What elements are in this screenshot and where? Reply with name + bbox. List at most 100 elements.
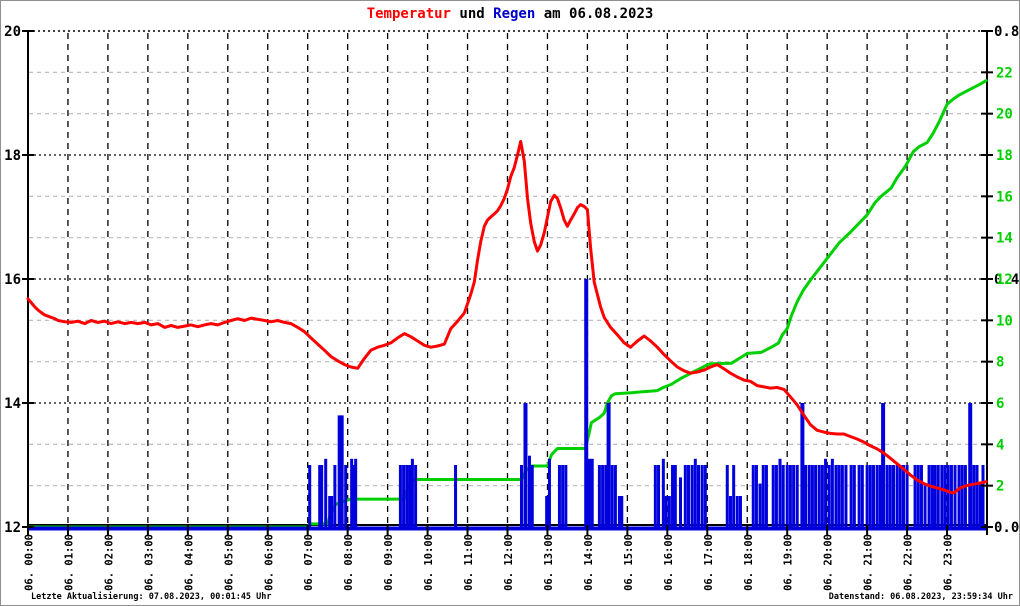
rain-bar	[547, 458, 551, 527]
rain-bar	[667, 496, 671, 527]
rain-bar	[771, 465, 775, 527]
rain-bar	[664, 496, 668, 527]
rain-bar	[865, 465, 869, 527]
x-axis-label: 06. 16:00	[663, 534, 675, 591]
x-axis-label: 06. 01:00	[63, 534, 75, 591]
rain-bar	[661, 458, 665, 527]
x-axis-label: 06. 06:00	[263, 534, 275, 591]
rain-bar	[834, 465, 838, 527]
rain-bar	[817, 465, 821, 527]
rain-bar	[891, 465, 895, 527]
x-axis-label: 06. 05:00	[223, 534, 235, 591]
x-axis-label: 06. 11:00	[463, 534, 475, 591]
right-sum-label: 16	[996, 189, 1013, 205]
rain-bar	[324, 458, 328, 527]
rain-bar	[785, 465, 789, 527]
rain-bar	[975, 465, 979, 527]
x-axis-label: 06. 17:00	[703, 534, 715, 591]
rain-bar	[885, 465, 889, 527]
rain-bar	[398, 465, 402, 527]
rain-bar	[872, 465, 876, 527]
rain-bar	[981, 465, 985, 527]
rain-bar	[830, 458, 834, 527]
temperature-line	[26, 139, 988, 495]
rain-bar	[764, 465, 768, 527]
left-axis-label: 12	[4, 520, 21, 536]
rain-bar	[617, 496, 621, 527]
rain-bar	[827, 465, 831, 527]
last-update-text: Letzte Aktualisierung: 07.08.2023, 00:01…	[31, 592, 272, 602]
rain-bar	[905, 465, 909, 527]
rain-bar	[527, 455, 531, 527]
rain-bar	[953, 465, 957, 527]
x-axis-label: 06. 04:00	[183, 534, 195, 591]
rain-bar	[683, 465, 687, 527]
rain-bar	[881, 403, 886, 527]
rain-bar	[454, 465, 458, 527]
rain-bar	[584, 279, 589, 527]
x-axis-label: 06. 19:00	[783, 534, 795, 591]
x-axis-label: 06. 03:00	[143, 534, 155, 591]
right-rate-label: 0.4	[994, 272, 1019, 288]
rain-bar	[972, 465, 976, 527]
rain-bar	[320, 465, 324, 527]
rain-bar	[878, 465, 882, 527]
rain-bar	[940, 465, 944, 527]
left-axis-label: 16	[4, 272, 21, 288]
right-sum-label: 20	[996, 107, 1013, 123]
x-axis-label: 06. 00:00	[24, 534, 36, 591]
rain-bar	[405, 465, 409, 527]
rain-bar	[732, 465, 736, 527]
right-sum-label: 12	[996, 272, 1013, 288]
rain-bar	[949, 465, 953, 527]
rain-bar	[519, 465, 523, 527]
right-sum-label: 8	[996, 355, 1004, 371]
rain-bar	[923, 483, 927, 527]
rain-bar	[758, 483, 762, 527]
x-axis-label: 06. 02:00	[103, 534, 115, 591]
rain-bar	[653, 465, 657, 527]
rain-bar	[604, 465, 608, 527]
rain-bar	[946, 465, 950, 527]
rain-bar	[930, 465, 934, 527]
rain-bar	[898, 465, 902, 527]
rain-bar	[916, 465, 920, 527]
rain-bar	[318, 465, 322, 527]
title-part: Temperatur	[366, 6, 451, 22]
right-sum-label: 6	[996, 396, 1004, 412]
title-part: Regen	[493, 6, 536, 22]
rain-bar	[800, 403, 805, 527]
right-sum-label: 10	[996, 313, 1013, 329]
rain-bar	[308, 465, 312, 527]
rain-bar	[919, 465, 923, 527]
rain-bar	[927, 465, 931, 527]
rain-bar	[697, 465, 701, 527]
rain-bar	[868, 465, 872, 527]
rain-bar	[693, 458, 697, 527]
rain-bar	[354, 458, 358, 527]
rain-bar	[895, 465, 899, 527]
rain-bar	[657, 465, 661, 527]
rain-bar	[725, 465, 729, 527]
rain-bar	[888, 465, 892, 527]
rain-bar	[590, 458, 594, 527]
rain-bar	[844, 465, 848, 527]
rain-bar	[700, 465, 704, 527]
right-sum-label: 22	[996, 65, 1013, 81]
rain-bar	[933, 465, 937, 527]
rain-bar	[875, 465, 879, 527]
rain-bar	[795, 465, 799, 527]
right-sum-label: 18	[996, 148, 1013, 164]
rain-bar	[936, 465, 940, 527]
right-sum-label: 4	[996, 437, 1004, 453]
rain-bar	[778, 458, 782, 527]
x-axis-label: 06. 22:00	[903, 534, 915, 591]
rain-bar	[901, 465, 905, 527]
rain-bar	[610, 465, 614, 527]
rain-bar	[824, 458, 828, 527]
rain-bar	[735, 496, 739, 527]
rain-bar	[328, 496, 332, 527]
rain-bar	[601, 465, 605, 527]
rain-bar	[414, 465, 418, 527]
